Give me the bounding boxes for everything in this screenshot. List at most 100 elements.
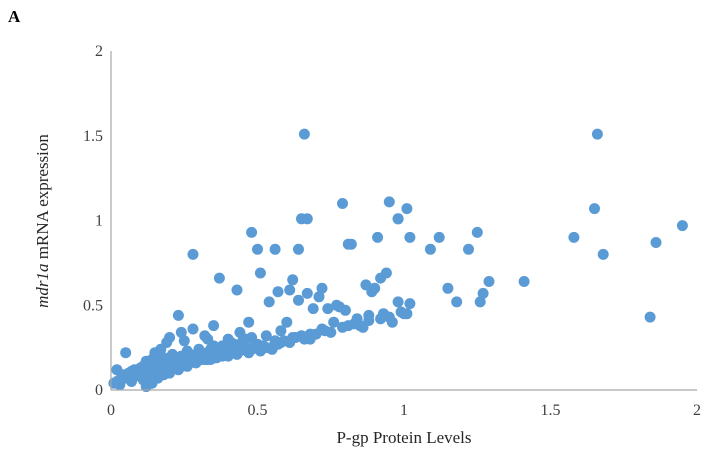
data-point [243, 316, 255, 328]
data-point [216, 350, 228, 362]
data-point [252, 243, 263, 255]
x-tick-labels: 0 0.5 1 1.5 2 [107, 402, 701, 419]
data-point [272, 286, 284, 298]
data-point [231, 284, 243, 296]
x-axis-title: P-gp Protein Levels [336, 428, 471, 447]
data-point [433, 231, 445, 243]
data-point [298, 128, 310, 140]
x-tick-label: 2 [693, 402, 701, 419]
data-point [392, 213, 404, 225]
y-tick-labels: 0 0.5 1 1.5 2 [83, 43, 103, 399]
data-point [293, 294, 304, 306]
data-point [597, 248, 609, 260]
data-point [155, 343, 167, 355]
data-point [155, 359, 167, 371]
x-tick-label: 1.5 [541, 402, 561, 419]
data-point [287, 332, 299, 343]
data-point [193, 345, 205, 357]
data-point [316, 282, 328, 294]
data-point [363, 315, 375, 326]
data-point [345, 238, 357, 250]
data-point [187, 248, 199, 260]
data-point [328, 316, 340, 328]
data-point [213, 272, 225, 284]
y-tick-label: 0.5 [83, 297, 103, 314]
data-point [676, 220, 688, 232]
svg-text:mdr1a mRNA expression: mdr1a mRNA expression [33, 134, 52, 308]
data-point [337, 321, 348, 333]
data-point [281, 316, 293, 328]
data-point [398, 308, 410, 320]
data-point [401, 203, 413, 215]
data-point [404, 231, 416, 243]
data-point [172, 309, 184, 321]
data-point [334, 301, 345, 313]
data-point [111, 364, 123, 376]
data-point [471, 226, 483, 238]
data-point [284, 284, 296, 296]
data-point [260, 330, 272, 342]
data-point [269, 335, 281, 347]
data-point [225, 337, 237, 348]
data-point [275, 325, 287, 337]
data-point [383, 311, 395, 323]
data-point [301, 213, 313, 225]
data-point [266, 343, 278, 355]
data-point [146, 362, 158, 374]
data-point [187, 323, 199, 335]
data-point [319, 325, 331, 337]
data-point [114, 379, 126, 391]
data-point [304, 328, 316, 340]
data-point [372, 231, 384, 243]
data-point [208, 340, 220, 352]
data-point [477, 287, 489, 299]
y-tick-label: 1.5 [83, 128, 103, 145]
y-tick-label: 1 [95, 213, 103, 230]
data-point [474, 296, 486, 308]
data-point [287, 274, 299, 286]
data-point [184, 348, 196, 360]
data-point [650, 237, 662, 248]
data-point [375, 272, 387, 284]
data-point [246, 226, 258, 238]
y-axis-title: mdr1a mRNA expression [33, 134, 52, 308]
data-point [463, 243, 474, 255]
data-point [269, 243, 281, 255]
data-point [246, 332, 258, 343]
data-point [313, 291, 325, 303]
data-point [263, 296, 275, 308]
data-point [348, 318, 360, 330]
data-point [307, 303, 319, 315]
data-point [178, 335, 190, 347]
data-point [337, 198, 348, 209]
data-point [254, 267, 266, 279]
data-point [568, 231, 580, 243]
data-point [442, 282, 454, 294]
data-point [120, 347, 132, 359]
y-tick-label: 2 [95, 43, 103, 60]
x-tick-label: 0.5 [248, 402, 268, 419]
data-point [237, 335, 249, 347]
data-point [293, 243, 304, 255]
y-axis-title-italic: mdr1a [33, 263, 52, 307]
data-point [392, 296, 404, 308]
data-point [228, 347, 240, 359]
data-point [366, 286, 378, 298]
data-point [424, 243, 436, 255]
data-point [208, 320, 220, 332]
x-tick-label: 0 [107, 402, 115, 419]
y-tick-label: 0 [95, 382, 103, 399]
data-point [591, 128, 603, 140]
data-point [131, 369, 143, 381]
data-point [175, 326, 187, 338]
y-axis-title-rest: mRNA expression [33, 134, 52, 264]
data-point [301, 287, 313, 299]
data-point [164, 332, 176, 343]
data-point [383, 196, 395, 208]
data-point [451, 296, 463, 308]
data-point [164, 355, 176, 367]
x-tick-label: 1 [400, 402, 408, 419]
data-point [483, 276, 495, 287]
data-points [108, 128, 688, 393]
